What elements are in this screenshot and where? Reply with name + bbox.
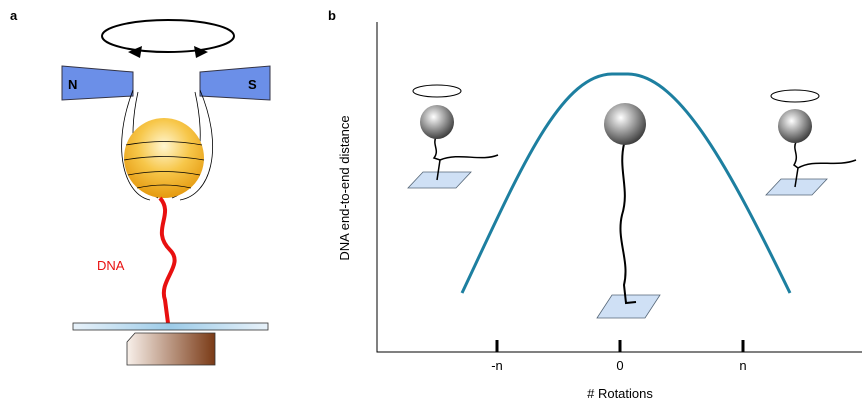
- dna-label: DNA: [97, 258, 125, 273]
- panel-b: b -n 0 n # Rotations DNA end-to-end dist…: [328, 8, 862, 401]
- tether: [619, 143, 637, 305]
- x-tick-label: -n: [491, 358, 503, 373]
- surface: [765, 178, 828, 196]
- y-axis-label: DNA end-to-end distance: [337, 115, 352, 260]
- surface: [596, 294, 661, 319]
- bead: [604, 103, 646, 145]
- rotation-ellipse: [101, 19, 235, 53]
- panel-a: a N S DNA: [10, 8, 271, 366]
- bead: [124, 118, 204, 198]
- panel-label: b: [328, 8, 336, 23]
- axes: [376, 22, 862, 353]
- x-tick-label: 0: [616, 358, 623, 373]
- tether: [432, 136, 499, 181]
- dna: [158, 196, 177, 324]
- tether: [793, 141, 857, 188]
- bead: [778, 109, 812, 143]
- rotation-ellipse: [412, 84, 462, 98]
- slide: [72, 322, 269, 331]
- surface: [407, 171, 472, 189]
- x-ticks: [495, 340, 745, 352]
- magnet-s: [199, 65, 271, 101]
- curve: [460, 72, 792, 294]
- field-lines: [123, 141, 205, 189]
- magnet-label: N: [68, 77, 77, 92]
- magnet-n: [61, 65, 134, 101]
- rotation-ellipse: [770, 89, 820, 103]
- field-lines: [121, 89, 213, 201]
- objective: [126, 332, 216, 366]
- bead: [420, 105, 454, 139]
- magnet-label: S: [248, 77, 257, 92]
- x-axis-label: # Rotations: [587, 386, 653, 401]
- panel-label: a: [10, 8, 18, 23]
- x-tick-label: n: [739, 358, 746, 373]
